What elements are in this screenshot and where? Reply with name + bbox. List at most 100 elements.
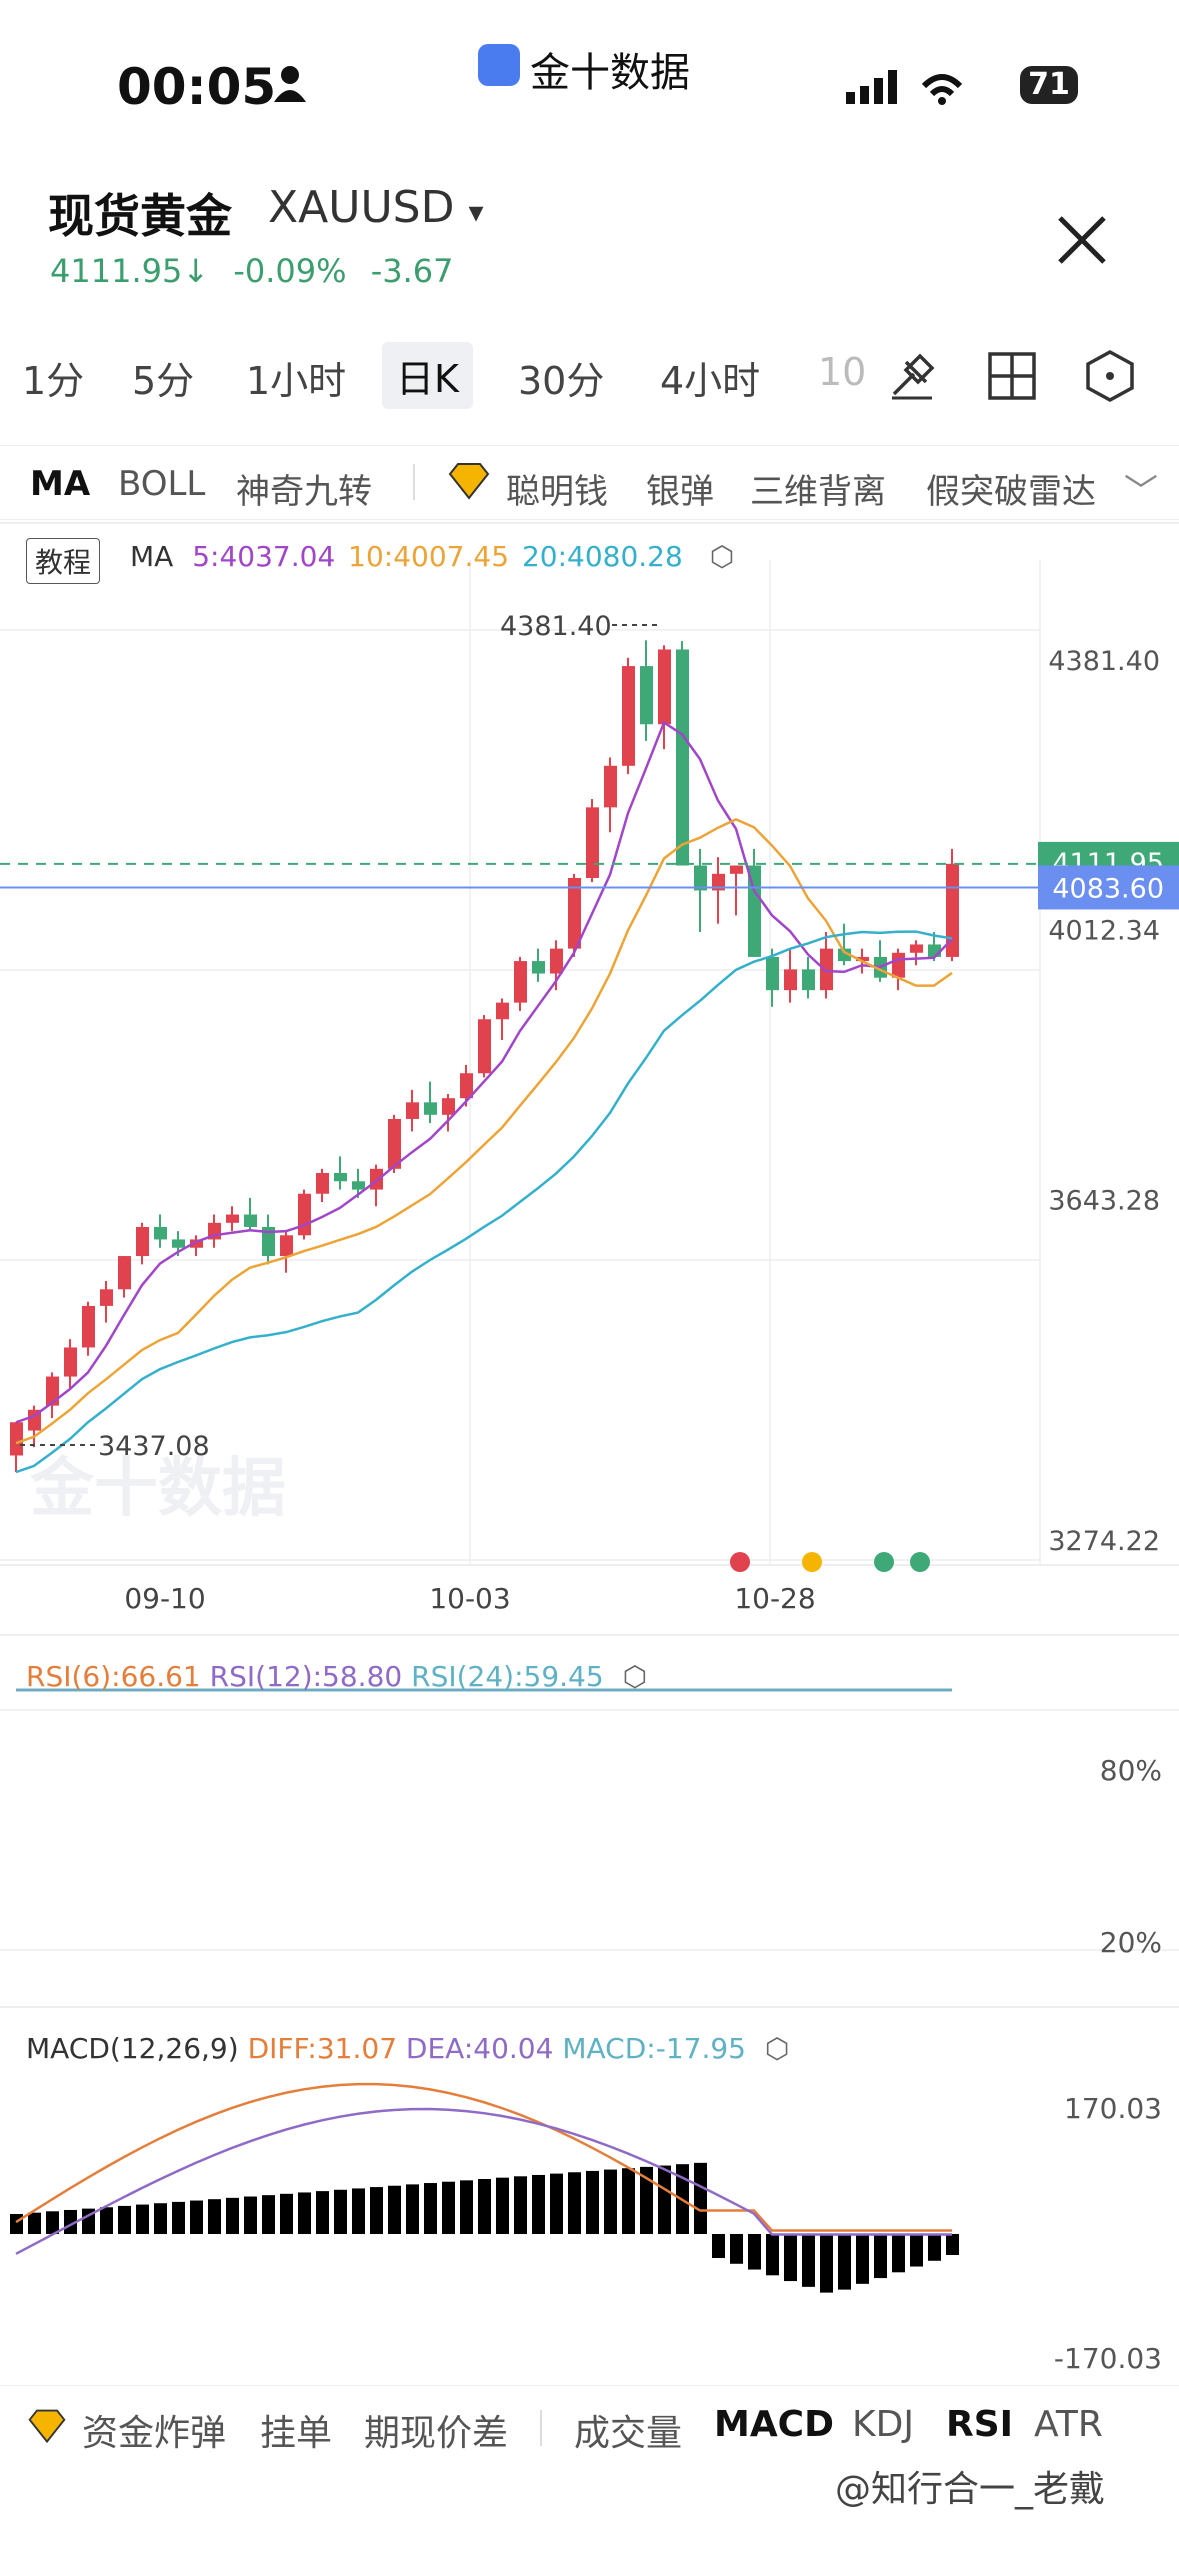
candle-body bbox=[820, 948, 833, 991]
macd-label: MACD(12,26,9) bbox=[26, 2032, 239, 2065]
macd-histogram-bar bbox=[874, 2234, 887, 2279]
diff-line bbox=[15, 2082, 952, 2232]
candle-body bbox=[280, 1235, 293, 1257]
chevron-down-icon[interactable]: ﹀ bbox=[1124, 472, 1158, 512]
macd-histogram-bar bbox=[208, 2199, 221, 2234]
ma5-value: 5:4037.04 bbox=[192, 540, 336, 573]
footer-watermark: @知行合一_老戴 bbox=[835, 2469, 1106, 2510]
divider bbox=[540, 2410, 542, 2446]
low-price-marker: 3437.08 bbox=[98, 1431, 210, 1462]
macd-histogram-bar bbox=[244, 2196, 257, 2234]
candle-body bbox=[118, 1256, 131, 1290]
rsi6-value: RSI(6):66.61 bbox=[26, 1660, 201, 1693]
tab-volume[interactable]: 成交量 bbox=[574, 2413, 683, 2454]
macd-histogram-bar bbox=[154, 2203, 167, 2234]
macd-level-label: -170.03 bbox=[1054, 2342, 1162, 2375]
candle-body bbox=[28, 1409, 41, 1431]
candle-body bbox=[226, 1214, 239, 1223]
macd-histogram-bar bbox=[460, 2180, 473, 2234]
candle-body bbox=[766, 956, 779, 991]
layout-grid-icon[interactable] bbox=[986, 350, 1038, 402]
macd-histogram-bar bbox=[10, 2214, 23, 2234]
tab-1hour[interactable]: 1小时 bbox=[246, 359, 347, 403]
macd-histogram-bar bbox=[262, 2195, 275, 2234]
tab-4hour[interactable]: 4小时 bbox=[660, 359, 761, 403]
tab-macd[interactable]: MACD bbox=[714, 2404, 834, 2445]
candle-body bbox=[244, 1214, 257, 1227]
macd-histogram-bar bbox=[910, 2234, 923, 2267]
macd-histogram-bar bbox=[892, 2234, 905, 2273]
ind-smart-money[interactable]: 聪明钱 bbox=[506, 472, 608, 512]
macd-histogram-bar bbox=[820, 2234, 833, 2293]
macd-histogram-bar bbox=[406, 2184, 419, 2234]
close-icon[interactable] bbox=[1052, 210, 1112, 270]
candle-body bbox=[658, 649, 671, 725]
ind-silver-bullet[interactable]: 银弹 bbox=[646, 472, 714, 512]
tab-pending-orders[interactable]: 挂单 bbox=[260, 2413, 333, 2454]
macd-histogram-bar bbox=[550, 2173, 563, 2234]
tab-basis-spread[interactable]: 期现价差 bbox=[364, 2413, 509, 2454]
down-arrow-icon: ↓ bbox=[182, 252, 210, 290]
settings-icon[interactable]: ⬡ bbox=[764, 2032, 790, 2065]
rsi-level-label: 20% bbox=[1100, 1926, 1162, 1959]
tab-rsi[interactable]: RSI bbox=[946, 2404, 1014, 2445]
tab-kdj[interactable]: KDJ bbox=[852, 2404, 914, 2445]
macd-histogram-bar bbox=[370, 2187, 383, 2234]
rsi12-value: RSI(12):58.80 bbox=[209, 1660, 403, 1693]
kline-chart[interactable]: 金十数据4381.404111.954083.604012.343643.283… bbox=[0, 520, 1179, 2390]
ind-ma[interactable]: MA bbox=[30, 464, 91, 504]
ma-label: MA bbox=[130, 540, 174, 573]
price-summary: 4111.95↓ -0.09% -3.67 bbox=[50, 252, 453, 290]
macd-histogram-bar bbox=[802, 2234, 815, 2287]
watermark: 金十数据 bbox=[29, 1452, 286, 1526]
draw-tool-icon[interactable] bbox=[884, 348, 940, 404]
macd-histogram-bar bbox=[442, 2181, 455, 2234]
tab-5min[interactable]: 5分 bbox=[132, 359, 195, 403]
candle-body bbox=[802, 969, 815, 991]
settings-hexagon-icon[interactable] bbox=[1082, 348, 1138, 404]
tab-fund-bomb[interactable]: 资金炸弹 bbox=[82, 2413, 227, 2454]
ind-fake-breakout[interactable]: 假突破雷达 bbox=[926, 472, 1096, 512]
event-dot bbox=[802, 1552, 822, 1572]
tab-more[interactable]: 10 bbox=[818, 350, 867, 394]
indicator-tabs: MA BOLL 神奇九转 聪明钱 银弹 三维背离 假突破雷达 ﹀ bbox=[0, 445, 1179, 520]
candle-body bbox=[910, 944, 923, 953]
ind-boll[interactable]: BOLL bbox=[118, 464, 206, 504]
macd-histogram-bar bbox=[856, 2234, 869, 2284]
candle-body bbox=[334, 1172, 347, 1182]
tab-atr[interactable]: ATR bbox=[1034, 2404, 1103, 2445]
candle-body bbox=[604, 765, 617, 808]
candle-body bbox=[694, 865, 707, 891]
macd-histogram-bar bbox=[946, 2234, 959, 2255]
date-label: 10-03 bbox=[429, 1582, 510, 1615]
dea-value: DEA:40.04 bbox=[405, 2032, 554, 2065]
tab-30min[interactable]: 30分 bbox=[518, 359, 605, 403]
tutorial-button[interactable]: 教程 bbox=[26, 538, 101, 584]
settings-icon[interactable]: ⬡ bbox=[709, 540, 735, 573]
event-dot bbox=[874, 1552, 894, 1572]
macd-value: MACD:-17.95 bbox=[562, 2032, 746, 2065]
signal-icon bbox=[846, 70, 963, 105]
candle-body bbox=[550, 948, 563, 974]
macd-histogram-bar bbox=[640, 2166, 653, 2234]
candle-body bbox=[784, 969, 797, 991]
macd-histogram-bar bbox=[226, 2197, 239, 2234]
settings-icon[interactable]: ⬡ bbox=[622, 1660, 648, 1693]
tab-1min[interactable]: 1分 bbox=[22, 359, 85, 403]
divider bbox=[413, 464, 415, 500]
ma5-line bbox=[15, 720, 953, 1424]
ind-td9[interactable]: 神奇九转 bbox=[236, 472, 372, 512]
ind-divergence[interactable]: 三维背离 bbox=[750, 472, 886, 512]
macd-histogram-bar bbox=[766, 2234, 779, 2276]
diamond-icon bbox=[448, 463, 490, 500]
date-label: 10-28 bbox=[734, 1582, 815, 1615]
instrument-name: 现货黄金 bbox=[48, 189, 232, 243]
ma-legend: MA 5:4037.04 10:4007.45 20:4080.28 ⬡ bbox=[130, 540, 734, 573]
reference-price-tag bbox=[1038, 865, 1179, 910]
sub-indicator-tabs: 资金炸弹 挂单 期现价差 成交量 MACD KDJ RSI ATR bbox=[0, 2385, 1179, 2475]
ma10-value: 10:4007.45 bbox=[348, 540, 510, 573]
macd-histogram-bar bbox=[568, 2172, 581, 2234]
symbol-selector[interactable]: XAUUSD ▾ bbox=[268, 182, 484, 233]
tab-daily[interactable]: 日K bbox=[382, 342, 473, 409]
candle-body bbox=[496, 1002, 509, 1020]
